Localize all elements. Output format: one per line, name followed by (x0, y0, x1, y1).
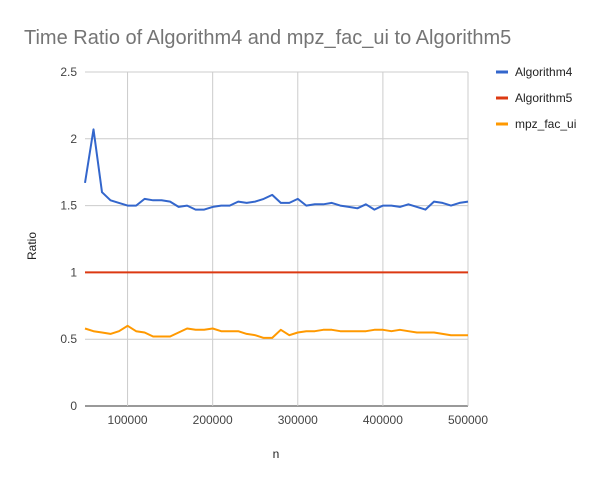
x-tick-label: 100000 (108, 413, 148, 427)
series-lines (84, 128, 469, 339)
y-tick-label: 0 (70, 399, 77, 413)
legend-label: mpz_fac_ui (515, 117, 576, 131)
legend: Algorithm4 Algorithm5 mpz_fac_ui (496, 65, 576, 131)
x-tick-label: 500000 (448, 413, 488, 427)
x-tick-label: 400000 (363, 413, 403, 427)
grid (85, 71, 469, 407)
series-line-mpz-fac-ui (84, 324, 468, 339)
legend-label: Algorithm4 (515, 65, 573, 79)
x-tick-label: 200000 (193, 413, 233, 427)
y-tick-label: 2.5 (60, 65, 77, 79)
y-axis-label: Ratio (25, 232, 39, 260)
y-tick-label: 0.5 (60, 332, 77, 346)
series-line-algorithm4 (84, 128, 469, 211)
y-tick-label: 1 (70, 265, 77, 279)
x-tick-label: 300000 (278, 413, 318, 427)
y-tick-label: 2 (70, 132, 77, 146)
x-axis-label: n (273, 447, 280, 461)
legend-label: Algorithm5 (515, 91, 573, 105)
chart-title: Time Ratio of Algorithm4 and mpz_fac_ui … (24, 27, 511, 49)
y-axis-ticks: 0 0.5 1 1.5 2 2.5 (60, 65, 77, 413)
x-axis-ticks: 100000 200000 300000 400000 500000 (108, 413, 489, 427)
y-tick-label: 1.5 (60, 199, 77, 213)
